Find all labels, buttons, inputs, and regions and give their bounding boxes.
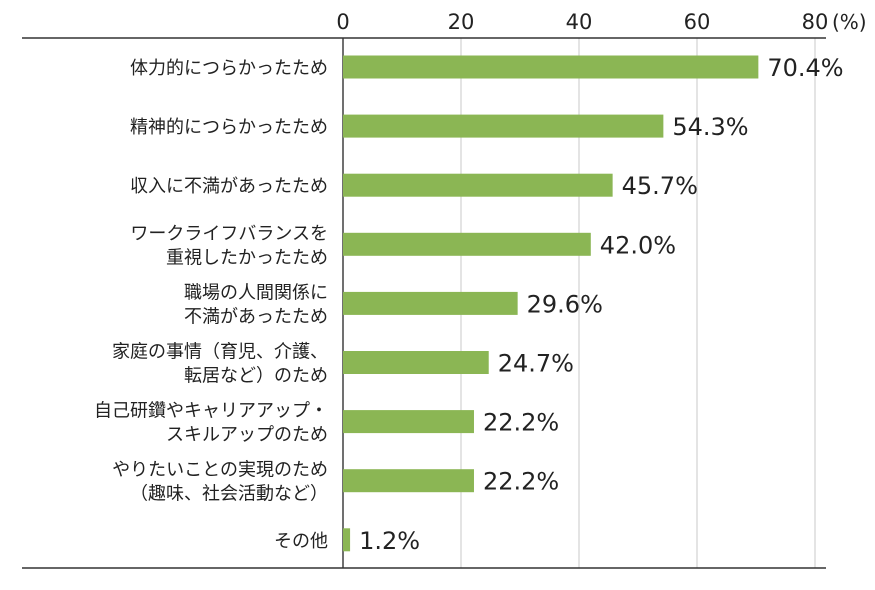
category-label: 重視したかったため bbox=[166, 247, 328, 268]
bar bbox=[343, 291, 518, 315]
x-tick-label: 60 bbox=[684, 10, 711, 34]
bar bbox=[343, 114, 664, 138]
data-label: 70.4% bbox=[767, 54, 843, 82]
category-label: 家庭の事情（育児、介護、 bbox=[112, 342, 328, 363]
data-label: 22.2% bbox=[483, 468, 559, 496]
data-label: 1.2% bbox=[359, 527, 420, 555]
unit-label: (%) bbox=[832, 10, 867, 34]
bar bbox=[343, 173, 613, 197]
data-label: 22.2% bbox=[483, 409, 559, 437]
category-label: やりたいことの実現のため bbox=[112, 460, 328, 481]
bar bbox=[343, 410, 474, 434]
data-label: 54.3% bbox=[672, 113, 748, 141]
bar bbox=[343, 232, 591, 256]
category-label: 不満があったため bbox=[184, 306, 328, 327]
category-label: 精神的につらかったため bbox=[130, 117, 328, 138]
bar bbox=[343, 469, 474, 493]
category-label: 自己研鑽やキャリアアップ・ bbox=[94, 401, 328, 422]
bar bbox=[343, 528, 351, 552]
data-label: 29.6% bbox=[527, 290, 603, 318]
x-tick-label: 40 bbox=[566, 10, 593, 34]
bar bbox=[343, 351, 489, 374]
data-label: 42.0% bbox=[600, 231, 676, 259]
category-label: スキルアップのため bbox=[166, 425, 328, 446]
category-label: （趣味、社会活動など） bbox=[130, 484, 328, 505]
category-label: 転居など）のため bbox=[184, 366, 328, 387]
x-tick-label: 20 bbox=[448, 10, 475, 34]
x-tick-label: 80 bbox=[802, 10, 829, 34]
data-label: 24.7% bbox=[498, 350, 574, 378]
category-label: 収入に不満があったため bbox=[130, 176, 328, 197]
category-label: 体力的につらかったため bbox=[130, 58, 328, 79]
data-label: 45.7% bbox=[622, 172, 698, 200]
category-label: ワークライフバランスを bbox=[130, 223, 328, 244]
category-label: その他 bbox=[274, 531, 328, 552]
category-label: 職場の人間関係に bbox=[184, 282, 328, 303]
x-tick-label: 0 bbox=[336, 10, 349, 34]
bar bbox=[343, 55, 759, 79]
